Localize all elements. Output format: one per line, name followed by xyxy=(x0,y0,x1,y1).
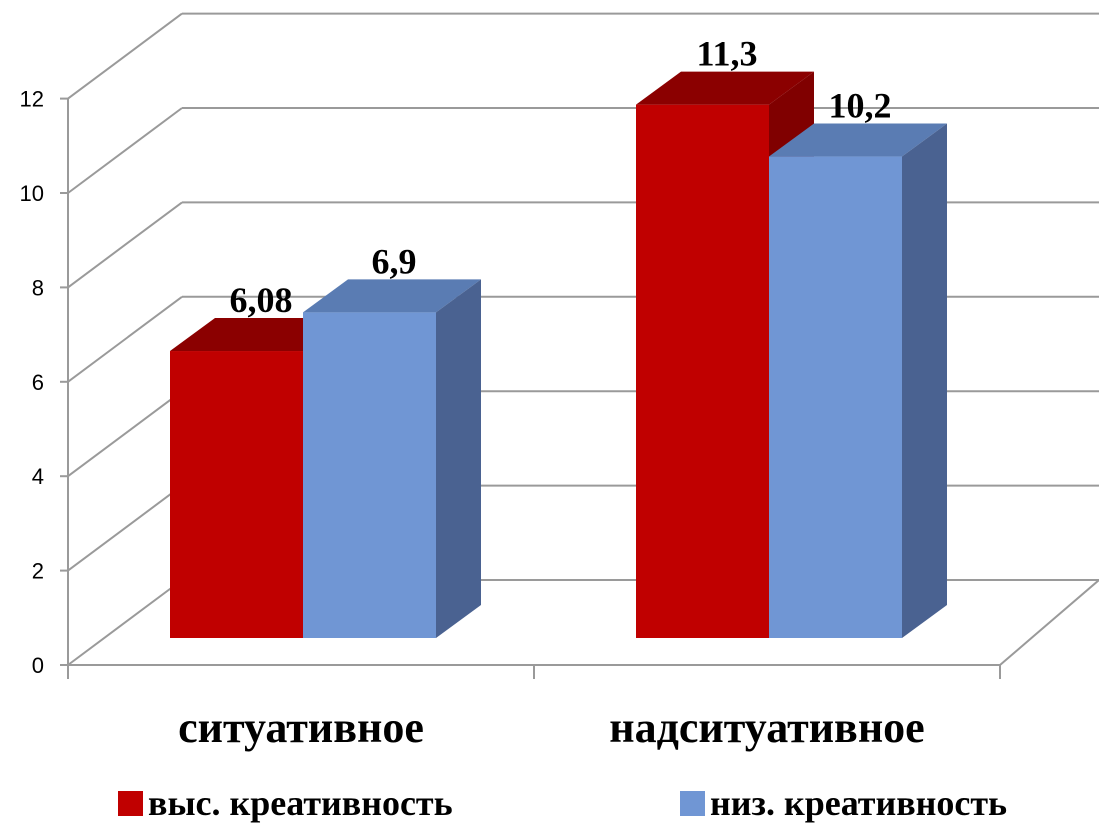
y-tick-label: 8 xyxy=(32,275,44,300)
legend-swatch xyxy=(118,791,143,816)
bar-top xyxy=(303,279,481,313)
data-label: 6,08 xyxy=(230,280,293,320)
gridline-side xyxy=(67,12,183,100)
data-label: 6,9 xyxy=(372,241,417,281)
gridline-side xyxy=(67,484,183,572)
bar xyxy=(303,312,436,638)
floor-edge xyxy=(999,579,1099,666)
y-tick-label: 4 xyxy=(32,464,44,489)
bar-side xyxy=(902,123,947,638)
y-tick-label: 12 xyxy=(20,87,44,112)
gridline-side xyxy=(67,390,183,478)
bar-top xyxy=(769,123,947,157)
y-tick-label: 10 xyxy=(20,181,44,206)
gridline-side xyxy=(67,107,183,194)
legend-swatch xyxy=(680,791,705,816)
bar xyxy=(170,351,303,638)
bar-side xyxy=(436,279,481,638)
bar xyxy=(769,156,902,638)
legend-label: выс. креативность xyxy=(148,783,453,823)
bars xyxy=(170,71,947,638)
x-tick-label: ситуативное xyxy=(178,703,424,752)
gridline-side xyxy=(67,295,183,383)
bar xyxy=(636,104,769,638)
data-label: 11,3 xyxy=(696,34,757,74)
axes: 0 2 4 6 8 10 12 ситуативное надситуативное xyxy=(20,87,1099,752)
gridline-side xyxy=(67,201,183,289)
y-tick-label: 0 xyxy=(32,653,44,678)
y-tick-label: 2 xyxy=(32,559,44,584)
bar-top xyxy=(636,71,814,105)
x-tick-label: надситуативное xyxy=(609,703,924,752)
y-tick-label: 6 xyxy=(32,370,44,395)
gridline-side xyxy=(67,579,183,666)
legend-label: низ. креативность xyxy=(710,783,1007,823)
data-label: 10,2 xyxy=(829,86,892,126)
data-labels: 6,08 6,9 11,3 10,2 xyxy=(230,34,892,320)
legend: выс. креативность низ. креативность xyxy=(118,783,1007,823)
